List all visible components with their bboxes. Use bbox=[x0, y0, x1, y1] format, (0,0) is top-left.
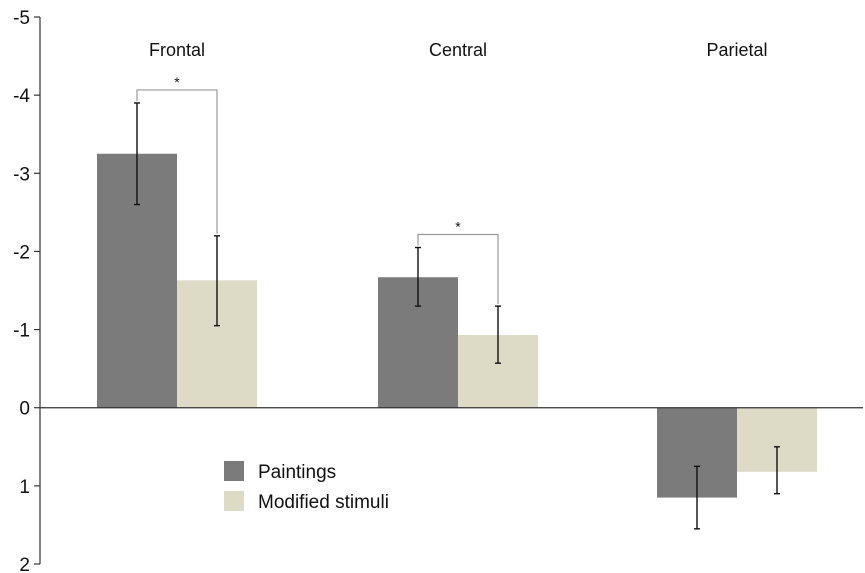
significance-bracket-frontal: * bbox=[136, 74, 218, 234]
legend-label: Modified stimuli bbox=[258, 492, 389, 513]
legend-item-paintings: Paintings bbox=[224, 461, 336, 483]
y-tick-label: 0 bbox=[19, 399, 30, 420]
error-bars-layer bbox=[134, 102, 780, 530]
error-bar-frontal-modified-stimuli bbox=[214, 235, 220, 327]
y-tick-label: -1 bbox=[13, 321, 30, 342]
error-bar-parietal-modified-stimuli bbox=[774, 446, 780, 495]
significance-layer: ** bbox=[136, 74, 499, 305]
y-tick-label: -2 bbox=[13, 242, 30, 263]
y-tick-label: 1 bbox=[19, 477, 30, 498]
group-label-central: Central bbox=[429, 40, 487, 60]
y-tick-label: -5 bbox=[13, 8, 30, 29]
group-label-frontal: Frontal bbox=[149, 40, 205, 60]
error-bar-parietal-paintings bbox=[694, 465, 700, 530]
y-tick-label: -4 bbox=[13, 86, 30, 107]
significance-marker: * bbox=[455, 219, 461, 235]
group-label-parietal: Parietal bbox=[706, 40, 767, 60]
legend-label: Paintings bbox=[258, 462, 336, 483]
labels-layer: Frontal Central Parietal bbox=[149, 40, 768, 60]
error-bar-central-paintings bbox=[415, 246, 421, 307]
legend-swatch bbox=[224, 461, 244, 481]
axes-layer: -5 -4 -3 -2 -1 0 1 2 bbox=[13, 8, 863, 573]
legend-item-modified-stimuli: Modified stimuli bbox=[224, 491, 389, 513]
significance-marker: * bbox=[174, 74, 180, 90]
legend-swatch bbox=[224, 491, 244, 511]
significance-bracket-central: * bbox=[417, 219, 499, 305]
legend: Paintings Modified stimuli bbox=[224, 461, 389, 513]
bars-layer bbox=[97, 153, 817, 498]
error-bar-frontal-paintings bbox=[134, 102, 140, 206]
error-bar-central-modified-stimuli bbox=[495, 305, 501, 364]
y-tick-label: -3 bbox=[13, 164, 30, 185]
y-tick-label: 2 bbox=[19, 555, 30, 573]
